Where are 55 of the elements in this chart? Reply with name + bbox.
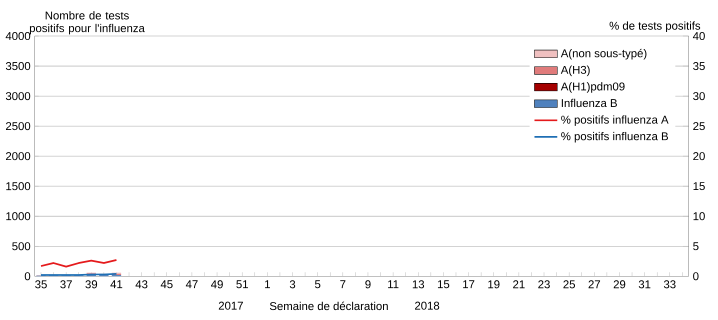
y-tick-label: 3500 [6,62,30,70]
legend-label: Influenza B [562,98,617,107]
x-tick-label: 43 [136,280,148,288]
y-axis-title: Nombre de tests positifs pour l'influenza [30,11,145,34]
x-tick-label: 37 [60,280,72,288]
x-tick-label: 17 [463,280,474,288]
y-tick-label: 0 [24,272,30,280]
text: 2018 [415,302,440,310]
y-tick-label: 4000 [6,32,30,40]
x-tick-label: 13 [412,280,424,288]
y2-tick-label: 5 [693,242,699,250]
x-tick-label: 7 [340,280,346,288]
x-axis-title: Semaine de déclaration [270,302,388,310]
y-tick-label: 2000 [6,152,30,160]
legend-label: A(H1)pdm09 [560,82,625,93]
x-tick-label: 29 [614,280,626,288]
x-tick-label: 27 [588,280,600,288]
y-tick-label: 1000 [6,212,30,220]
y2-tick-label: 20 [693,152,705,160]
x-tick-label: 31 [638,280,650,288]
y2-tick-label: 30 [693,92,705,100]
y2-axis-title: % de tests positifs [610,21,700,32]
y2-tick-label: 25 [693,122,705,130]
x-tick-label: 3 [290,280,296,288]
x-tick-label: 45 [160,280,173,288]
x-tick-label: 33 [664,280,676,288]
x-tick-label: 5 [314,280,320,288]
y2-tick-label: 0 [693,272,699,280]
x-tick-label: 1 [265,280,270,288]
x-tick-label: 15 [438,280,450,288]
y2-tick-label: 40 [692,32,705,40]
x-tick-label: 49 [211,280,223,288]
x-tick-label: 47 [186,280,198,288]
legend-label: A(non sous-typé) [560,48,646,60]
x-tick-label: 39 [85,280,98,288]
legend-label: % positifs influenza B [561,132,668,142]
y-tick-label: 2500 [6,122,30,130]
x-tick-label: 9 [365,280,371,288]
y2-tick-label: 35 [693,62,705,70]
y-tick-label: 3000 [6,92,30,100]
y-tick-label: 1500 [6,182,30,190]
x-tick-label: 41 [110,280,122,288]
y2-tick-label: 10 [694,212,705,220]
y2-tick-label: 15 [694,182,705,190]
x-tick-label: 23 [538,280,550,288]
x-tick-label: 35 [35,280,47,288]
x-tick-label: 11 [388,280,398,288]
legend-label: A(H3) [560,65,590,76]
x-tick-label: 21 [513,280,525,288]
legend-label: % positifs influenza A [561,115,669,126]
text: 2017 [218,302,243,310]
x-tick-label: 25 [563,280,576,288]
x-tick-label: 19 [488,280,500,288]
x-tick-label: 51 [236,280,248,288]
y-tick-label: 500 [12,242,30,250]
